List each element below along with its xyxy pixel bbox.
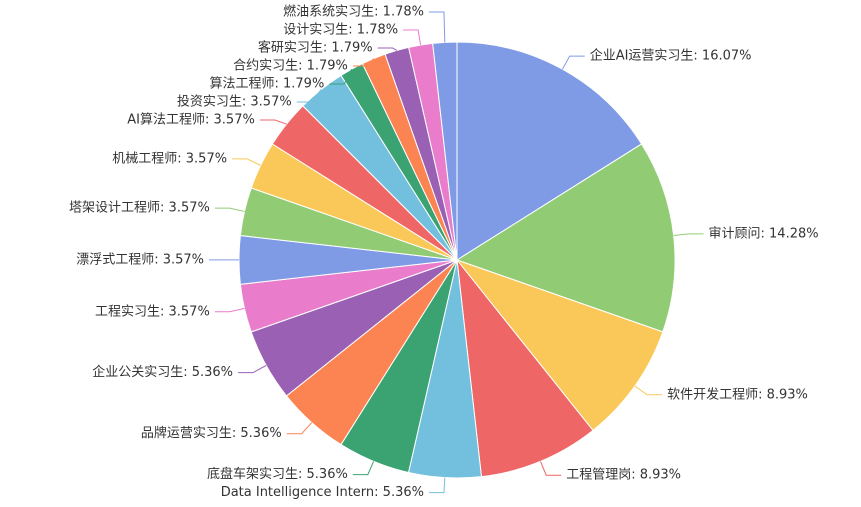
leader-line: [232, 158, 261, 166]
slice-label: 企业AI运营实习生: 16.07%: [590, 48, 752, 64]
pie-slice: [455, 143, 676, 333]
leader-line: [673, 233, 704, 237]
slice-label: 工程管理岗: 8.93%: [566, 468, 681, 483]
leader-line: [286, 422, 313, 435]
leader-line: [634, 385, 663, 396]
slice-label: 塔架设计工程师: 3.57%: [69, 201, 210, 216]
slice-label: 机械工程师: 3.57%: [112, 151, 227, 166]
slice-label: 投资实习生: 3.57%: [177, 94, 292, 110]
slice-label: 设计实习生: 1.78%: [283, 23, 398, 38]
pie-slice: [456, 41, 643, 261]
leader-line: [296, 89, 322, 103]
leader-line: [352, 58, 375, 67]
slice-label: AI算法工程师: 3.57%: [127, 113, 255, 128]
slice-label: 软件开发工程师: 8.93%: [667, 386, 808, 402]
leader-line: [562, 55, 585, 70]
leader-line: [329, 68, 353, 85]
leader-line: [428, 477, 446, 494]
slice-label: 企业公关实习生: 5.36%: [92, 364, 233, 380]
slice-label: Data Intelligence Intern: 5.36%: [221, 485, 424, 500]
slice-label: 客研实习生: 1.79%: [258, 40, 373, 56]
slice-label: 漂浮式工程师: 3.57%: [76, 251, 204, 267]
leader-line: [352, 461, 375, 476]
leader-line: [377, 47, 398, 51]
leader-line: [214, 207, 245, 212]
leader-line: [540, 461, 562, 476]
slice-label: 审计顾问: 14.28%: [709, 226, 819, 241]
slice-label: 品牌运营实习生: 5.36%: [141, 425, 282, 441]
leader-line: [214, 307, 245, 313]
slice-label: 燃油系统实习生: 1.78%: [283, 4, 424, 20]
leader-line: [259, 119, 287, 125]
slice-label: 底盘车架实习生: 5.36%: [207, 466, 348, 482]
pie-slice: [432, 41, 458, 261]
leader-line: [403, 29, 422, 46]
leader-line: [238, 364, 267, 374]
slice-label: 工程实习生: 3.57%: [95, 304, 210, 319]
slice-label: 合约实习生: 1.79%: [233, 59, 348, 74]
leader-line: [428, 11, 446, 43]
slice-label: 算法工程师: 1.79%: [209, 77, 324, 92]
pie-slice: [455, 258, 664, 432]
